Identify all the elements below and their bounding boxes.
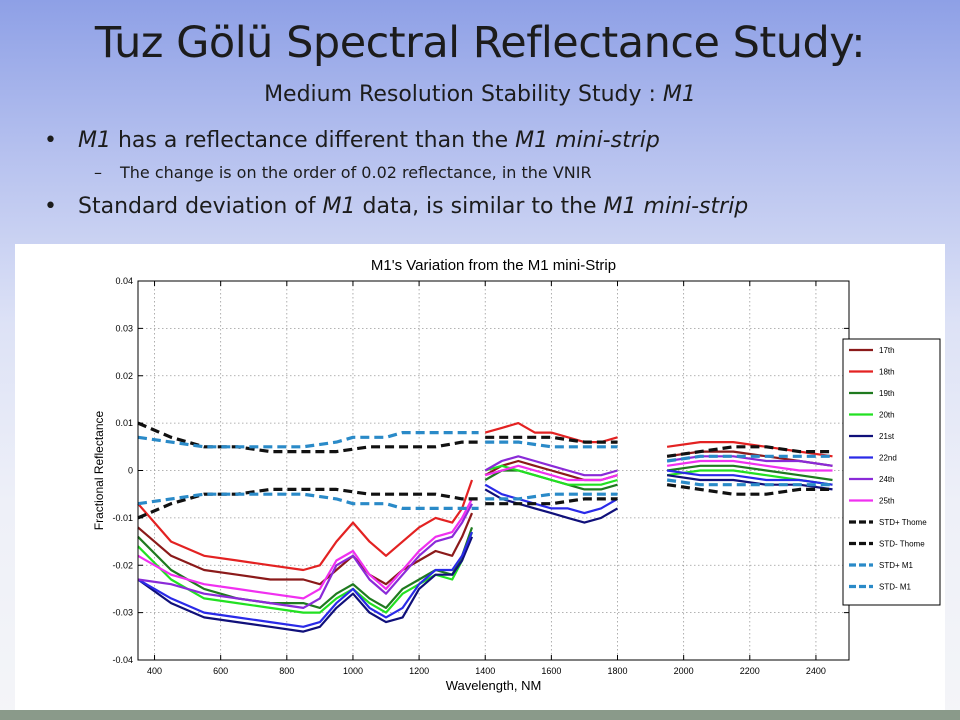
x-tick-label-4: 1200 <box>409 666 429 676</box>
y-axis-label: Fractional Reflectance <box>92 410 106 530</box>
x-tick-label-9: 2200 <box>740 666 760 676</box>
y-tick-label-5: 0.01 <box>115 418 133 428</box>
subtitle-italic: M1 <box>662 82 696 107</box>
legend-label-1: 18th <box>879 368 895 377</box>
y-tick-label-0: -0.04 <box>112 655 133 665</box>
legend-label-5: 22nd <box>879 454 897 463</box>
legend-label-11: STD- M1 <box>879 583 912 592</box>
bullet-2-text-2: data, is similar to the <box>355 194 604 219</box>
chart-panel: 400 600 800 1000 1200 1400 1600 1800 2000 2200 240… <box>15 244 945 710</box>
bullet-2-italic-2: M1 mini-strip <box>603 194 749 219</box>
legend-label-6: 24th <box>879 475 895 484</box>
series-line-2-segment-2 <box>666 464 833 482</box>
series-line-4-segment-0 <box>137 536 474 633</box>
x-tick-label-8: 2000 <box>674 666 694 676</box>
x-tick-label-6: 1600 <box>541 666 561 676</box>
bullet-list: M1 has a reflectance different than the … <box>44 128 944 229</box>
x-tick-label-1: 600 <box>213 666 228 676</box>
legend-label-0: 17th <box>879 346 895 355</box>
legend-label-2: 19th <box>879 389 895 398</box>
subtitle-plain: Medium Resolution Stability Study : <box>264 82 663 107</box>
bullet-2-text-1: Standard deviation of <box>78 194 323 219</box>
reflectance-chart: 400 600 800 1000 1200 1400 1600 1800 2000 2200 240… <box>92 257 941 693</box>
bullet-1-italic-2: M1 mini-strip <box>515 128 660 153</box>
bullet-1-italic-1: M1 <box>78 128 111 153</box>
x-tick-label-10: 2400 <box>806 666 826 676</box>
series-line-6-segment-2 <box>666 455 833 467</box>
legend-label-3: 20th <box>879 411 895 420</box>
slide-title: Tuz Gölü Spectral Reflectance Study: <box>94 18 866 68</box>
series-line-8-segment-1 <box>485 435 618 444</box>
x-tick-label-7: 1800 <box>607 666 627 676</box>
y-tick-label-4: 0 <box>128 466 133 476</box>
series-line-11-segment-0 <box>137 492 479 510</box>
series-line-1-segment-0 <box>137 479 474 572</box>
bullet-1: M1 has a reflectance different than the … <box>44 128 944 153</box>
legend-label-7: 25th <box>879 497 895 506</box>
series-line-10-segment-0 <box>137 431 479 449</box>
series-line-10-segment-1 <box>485 440 618 449</box>
series-line-7-segment-0 <box>137 498 473 600</box>
bullet-2: Standard deviation of M1 data, is simila… <box>44 194 944 219</box>
series-line-1-segment-1 <box>484 422 618 444</box>
series-line-7-segment-2 <box>666 459 833 472</box>
series-line-6-segment-0 <box>137 503 473 609</box>
series-line-4-segment-2 <box>666 474 833 491</box>
sub-bullet: The change is on the order of 0.02 refle… <box>44 163 944 182</box>
y-tick-label-3: -0.01 <box>112 513 133 523</box>
legend-label-8: STD+ Thome <box>879 518 927 527</box>
x-axis-label: Wavelength, NM <box>446 678 542 693</box>
series-line-7-segment-1 <box>484 464 618 482</box>
bullet-1-text-1: has a reflectance different than the <box>110 128 516 153</box>
x-tick-label-3: 1000 <box>343 666 363 676</box>
y-tick-label-2: -0.02 <box>112 560 133 570</box>
chart-title: M1's Variation from the M1 mini-Strip <box>371 257 616 274</box>
series-line-11-segment-1 <box>485 492 618 501</box>
series-line-9-segment-1 <box>485 497 618 506</box>
bullet-2-italic-1: M1 <box>322 194 356 219</box>
series-line-6-segment-1 <box>484 455 618 477</box>
series-line-1-segment-2 <box>666 441 833 458</box>
series-group <box>137 421 833 633</box>
y-tick-label-6: 0.02 <box>115 371 133 381</box>
x-tick-label-2: 800 <box>279 666 294 676</box>
series-line-2-segment-0 <box>137 527 474 609</box>
y-tick-label-7: 0.03 <box>115 323 133 333</box>
y-tick-label-8: 0.04 <box>115 276 133 286</box>
x-tick-label-0: 400 <box>147 666 162 676</box>
legend-label-4: 21st <box>879 432 895 441</box>
legend-label-9: STD- Thome <box>879 540 925 549</box>
slide-footer-bar <box>0 710 960 720</box>
legend-box <box>842 338 941 606</box>
y-tick-label-1: -0.03 <box>112 608 133 618</box>
series-line-5-segment-0 <box>137 531 474 628</box>
series-line-5-segment-1 <box>484 483 619 515</box>
x-tick-label-5: 1400 <box>475 666 495 676</box>
legend-label-10: STD+ M1 <box>879 561 914 570</box>
slide-subtitle: Medium Resolution Stability Study : M1 <box>0 82 960 107</box>
series-line-3-segment-1 <box>484 464 618 486</box>
series-line-5-segment-2 <box>666 469 833 486</box>
